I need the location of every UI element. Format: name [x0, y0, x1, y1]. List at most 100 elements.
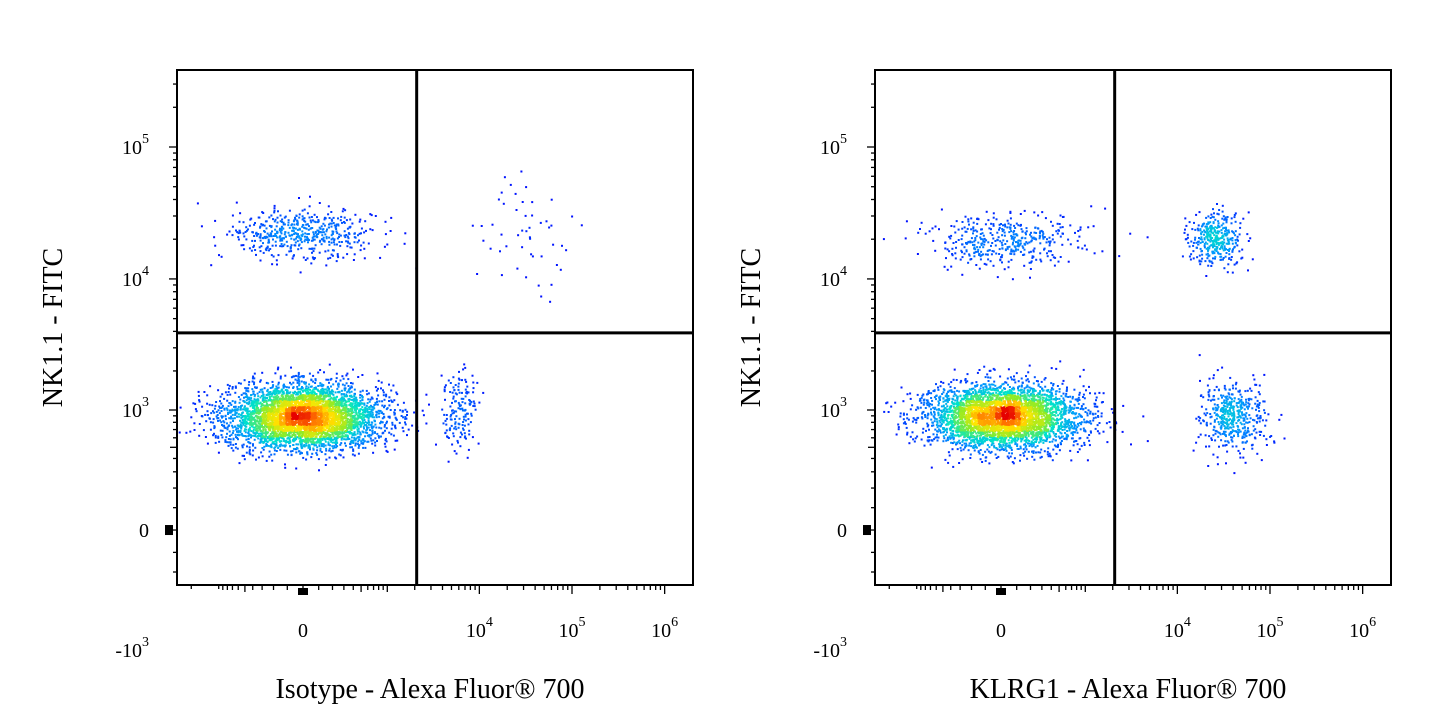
data-point [457, 386, 459, 388]
data-point [321, 243, 323, 245]
data-point [352, 415, 354, 417]
data-point [249, 446, 251, 448]
data-point [209, 385, 211, 387]
data-point [319, 421, 321, 423]
data-point [359, 408, 361, 410]
data-point [371, 421, 373, 423]
data-point [386, 244, 388, 246]
data-point [258, 457, 260, 459]
data-point [382, 432, 384, 434]
data-point [565, 249, 567, 251]
data-point [244, 379, 246, 381]
data-point [301, 389, 303, 391]
data-point [276, 450, 278, 452]
data-point [298, 383, 300, 385]
data-point [351, 429, 353, 431]
data-point [274, 421, 276, 423]
data-point [338, 383, 340, 385]
data-point [363, 409, 365, 411]
data-point [271, 395, 273, 397]
data-point [355, 409, 357, 411]
data-point [346, 245, 348, 247]
data-point [230, 438, 232, 440]
data-point [320, 414, 322, 416]
data-point [201, 225, 203, 227]
data-point [373, 416, 375, 418]
data-point [221, 434, 223, 436]
data-point [377, 394, 379, 396]
data-point [228, 388, 230, 390]
data-point [309, 205, 311, 207]
data-point [372, 229, 374, 231]
data-point [207, 443, 209, 445]
data-point [319, 227, 321, 229]
data-point [344, 236, 346, 238]
data-point [269, 396, 271, 398]
data-point [228, 402, 230, 404]
data-point [326, 229, 328, 231]
data-point [353, 411, 355, 413]
data-point [221, 410, 223, 412]
data-point [331, 445, 333, 447]
data-point [341, 402, 343, 404]
data-point [234, 409, 236, 411]
data-point [222, 416, 224, 418]
data-point [329, 364, 331, 366]
data-point [498, 199, 500, 201]
data-point [272, 427, 274, 429]
data-point [329, 457, 331, 459]
data-point [267, 431, 269, 433]
data-point [315, 452, 317, 454]
data-point [342, 435, 344, 437]
data-point [179, 432, 181, 434]
data-point [312, 407, 314, 409]
data-point [328, 241, 330, 243]
data-point [314, 421, 316, 423]
data-point [443, 414, 445, 416]
data-point [297, 443, 299, 445]
data-point [255, 254, 257, 256]
data-point [456, 453, 458, 455]
data-point [317, 403, 319, 405]
data-point [230, 422, 232, 424]
data-point [458, 407, 460, 409]
data-point [335, 406, 337, 408]
data-point [325, 420, 327, 422]
data-point [274, 372, 276, 374]
data-point [278, 382, 280, 384]
data-point [275, 424, 277, 426]
data-point [298, 438, 300, 440]
data-point [383, 391, 385, 393]
data-point [296, 425, 298, 427]
data-point [348, 233, 350, 235]
data-point [286, 254, 288, 256]
data-point [461, 408, 463, 410]
data-point [285, 414, 287, 416]
data-point [265, 409, 267, 411]
data-point [374, 420, 376, 422]
data-point [375, 215, 377, 217]
data-point [250, 434, 252, 436]
data-point [376, 398, 378, 400]
data-point [330, 438, 332, 440]
data-point [551, 199, 553, 201]
data-point [357, 443, 359, 445]
data-point [338, 225, 340, 227]
data-point [310, 221, 312, 223]
data-point [271, 439, 273, 441]
data-point [239, 420, 241, 422]
data-point [214, 220, 216, 222]
data-point [322, 228, 324, 230]
data-point [315, 232, 317, 234]
data-point [294, 401, 296, 403]
data-point [232, 388, 234, 390]
data-point [381, 421, 383, 423]
data-point [472, 382, 474, 384]
data-point [450, 414, 452, 416]
data-point [268, 391, 270, 393]
data-point [253, 245, 255, 247]
data-point [319, 252, 321, 254]
data-point [253, 419, 255, 421]
data-point [405, 409, 407, 411]
data-point [350, 421, 352, 423]
